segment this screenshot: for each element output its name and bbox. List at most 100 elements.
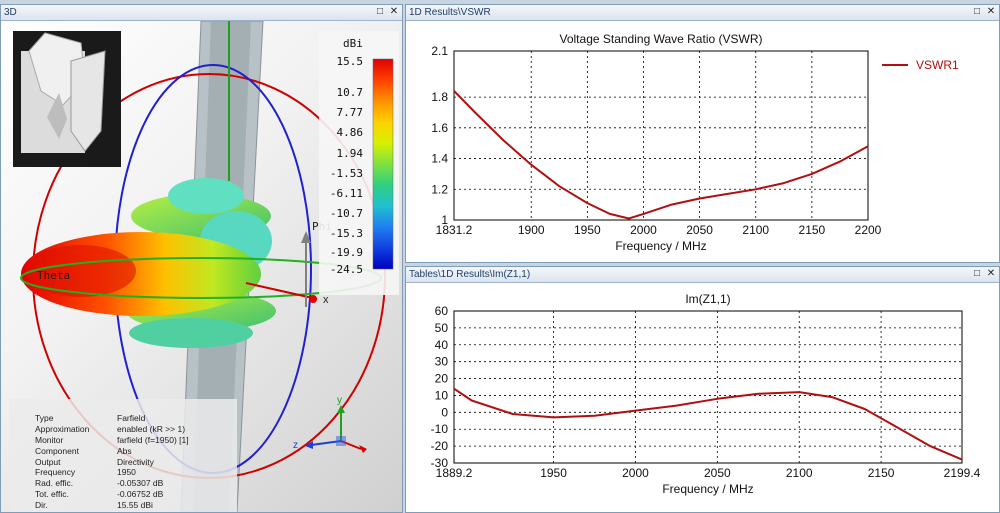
imz-plot-area[interactable]: Im(Z1,1) 1889.2 1950 2000 2050 2100 2150 2199.4…	[406, 283, 999, 512]
x-tick-label: 2000	[630, 223, 657, 237]
colorbar-ticks: 15.5 10.7 7.77 4.86 1.94 -1.53 -6.11 -10…	[330, 55, 363, 276]
restore-button[interactable]: □	[973, 6, 981, 17]
info-value: -0.05307 dB	[117, 478, 164, 489]
info-row: Frequency 1950	[35, 467, 237, 478]
info-key: Type	[35, 413, 54, 423]
x-tick-label: 2150	[799, 223, 826, 237]
info-row: Dir. 15.55 dBi	[35, 500, 237, 511]
y-tick-label: 1.8	[431, 90, 448, 104]
info-value: farfield (f=1950) [1]	[117, 434, 189, 445]
pane-3d[interactable]: 3D □ ✕	[0, 4, 403, 513]
colorbar-unit: dBi	[343, 37, 363, 50]
pane-imz-buttons: □ ✕	[971, 268, 997, 282]
restore-button[interactable]: □	[376, 6, 384, 17]
info-row: Component Abs	[35, 446, 237, 457]
y-tick-label: 40	[435, 338, 449, 352]
info-key: Dir.	[35, 500, 48, 511]
x-tick-label: 2000	[622, 466, 649, 480]
x-tick-label: 1831.2	[436, 223, 473, 237]
info-row: Approximation enabled (kR >> 1)	[35, 424, 237, 435]
colorbar-tick: 15.5	[337, 55, 364, 68]
vswr-plot-area[interactable]: Voltage Standing Wave Ratio (VSWR) 1831.2…	[406, 21, 999, 262]
pane-imz-title: Tables\1D Results\Im(Z1,1)	[406, 267, 999, 283]
colorbar-tick: 10.7	[337, 86, 364, 99]
y-tick-label: 1.2	[431, 182, 448, 196]
info-value: enabled (kR >> 1)	[117, 423, 186, 434]
pane-3d-buttons: □ ✕	[374, 6, 400, 20]
viewport-3d[interactable]: x Theta Phi dBi 15.5 10.7 7.77 4.86 1.94…	[1, 21, 402, 512]
antenna-photo	[13, 31, 121, 167]
info-row: Rad. effic. -0.05307 dB	[35, 478, 237, 489]
close-button[interactable]: ✕	[986, 6, 996, 17]
colorbar-tick: -10.7	[330, 207, 363, 220]
info-value: -0.06752 dB	[117, 489, 164, 500]
x-tick-label: 2200	[855, 223, 882, 237]
close-button[interactable]: ✕	[389, 6, 399, 17]
series-line	[453, 387, 963, 461]
y-tick-label: 2.1	[431, 44, 448, 58]
y-tick-label: -30	[431, 456, 449, 470]
farfield-scene: x Theta Phi dBi 15.5 10.7 7.77 4.86 1.94…	[13, 21, 399, 512]
info-value: Farfield	[117, 413, 146, 423]
info-value: Directivity	[117, 456, 154, 467]
colorbar-tick: -19.9	[330, 246, 363, 259]
y-tick-label: 60	[435, 304, 449, 318]
info-key: Frequency	[35, 467, 76, 478]
colorbar-tick: 4.86	[337, 126, 364, 139]
y-tick-label: 50	[435, 321, 449, 335]
imz-chart: Im(Z1,1)1889.2 1950 2000 2050 2100 2150 2199.4…	[431, 292, 981, 496]
info-row: Type Farfield	[35, 413, 237, 424]
x-tick-label: 2150	[868, 466, 895, 480]
farfield-info-table: Type Farfield Approximation enabled (kR >> …	[9, 399, 237, 512]
y-tick-label: -20	[431, 439, 449, 453]
x-tick-label: 1900	[518, 223, 545, 237]
y-tick-label: 0	[441, 405, 448, 419]
info-key: Monitor	[35, 434, 64, 445]
x-tick-label: 2100	[786, 466, 813, 480]
colorbar-tick: -1.53	[330, 167, 363, 180]
x-tick-label: 1950	[540, 466, 567, 480]
axis-x-label: x	[323, 294, 329, 306]
pane-vswr-buttons: □ ✕	[971, 6, 997, 20]
axis-triad: y z	[293, 395, 367, 453]
chart-title: Voltage Standing Wave Ratio (VSWR)	[560, 32, 763, 46]
y-tick-label: 1.4	[431, 152, 448, 166]
triad-z-label: z	[293, 440, 298, 451]
pane-vswr[interactable]: 1D Results\VSWR □ ✕ Voltage Standing Wav…	[405, 4, 1000, 263]
info-key: Component	[35, 445, 79, 456]
restore-button[interactable]: □	[973, 268, 981, 279]
x-tick-label: 1889.2	[436, 466, 473, 480]
info-key: Tot. effic.	[35, 489, 69, 500]
info-key: Rad. effic.	[35, 478, 74, 489]
x-tick-label: 2050	[686, 223, 713, 237]
info-row: Output Directivity	[35, 457, 237, 468]
triad-y-label: y	[337, 395, 342, 406]
colorbar-tick: -15.3	[330, 227, 363, 240]
colorbar-tick: 1.94	[337, 147, 364, 160]
colorbar-tick: -6.11	[330, 187, 363, 200]
info-row: Tot. effic. -0.06752 dB	[35, 489, 237, 500]
info-key: Approximation	[35, 423, 90, 434]
y-tick-label: 20	[435, 372, 449, 386]
close-button[interactable]: ✕	[986, 268, 996, 279]
info-value: Abs	[117, 445, 132, 456]
x-tick-label: 2199.4	[944, 466, 981, 480]
pane-imz[interactable]: Tables\1D Results\Im(Z1,1) □ ✕ Im(Z1,1) 1…	[405, 266, 1000, 513]
x-tick-label: 1950	[574, 223, 601, 237]
plot-frame	[453, 50, 869, 221]
colorbar-tick: -24.5	[330, 263, 363, 276]
x-tick-label: 2050	[704, 466, 731, 480]
legend-entry: VSWR1	[916, 58, 959, 72]
y-tick-label: 10	[435, 388, 449, 402]
colorbar	[372, 58, 394, 270]
colorbar-tick: 7.77	[337, 106, 364, 119]
pane-vswr-title: 1D Results\VSWR	[406, 5, 999, 21]
y-tick-label: 1	[441, 213, 448, 227]
info-value: 1950	[117, 467, 136, 478]
info-value: 15.55 dBi	[117, 500, 153, 511]
info-key: Output	[35, 456, 61, 467]
info-row: Monitor farfield (f=1950) [1]	[35, 435, 237, 446]
y-tick-label: -10	[431, 422, 449, 436]
pane-3d-title: 3D	[1, 5, 402, 21]
vswr-chart: Voltage Standing Wave Ratio (VSWR) 1831.2…	[431, 32, 959, 253]
